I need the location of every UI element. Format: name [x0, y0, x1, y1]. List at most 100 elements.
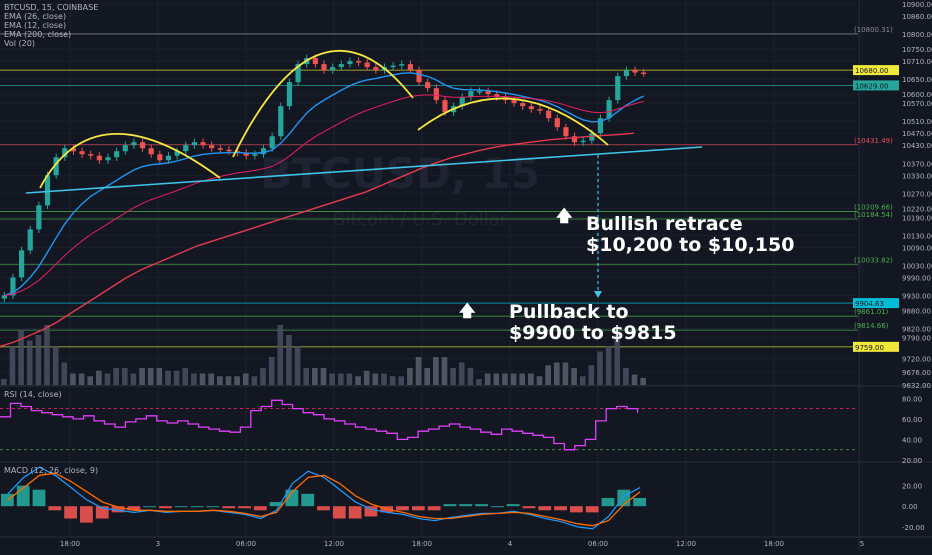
volume-bar	[199, 373, 206, 385]
candle-body	[494, 94, 500, 98]
macd-signal-line	[7, 472, 641, 527]
time-axis-tick: 18:00	[60, 540, 80, 548]
macd-histogram-bar	[490, 506, 504, 508]
macd-histogram-bar	[554, 506, 567, 511]
candle-body	[183, 145, 189, 152]
macd-histogram-bar	[348, 506, 362, 519]
price-level-badge	[853, 65, 899, 76]
price-level-label: 9759.00	[855, 344, 884, 352]
macd-histogram-bar	[48, 506, 62, 511]
volume-bar	[571, 368, 577, 385]
macd-histogram-bar	[427, 506, 441, 511]
volume-bar	[173, 370, 180, 385]
volume-bar	[476, 379, 482, 385]
time-axis-tick: 18:00	[412, 540, 432, 548]
macd-histogram-bar	[475, 504, 488, 507]
macd-histogram-bar	[538, 506, 552, 511]
volume-bar	[234, 376, 240, 385]
macd-histogram-bar	[32, 489, 46, 507]
candle-body	[70, 148, 77, 152]
candle-body	[114, 151, 120, 158]
price-level-label: 10680.00	[855, 67, 888, 75]
volume-bar	[381, 373, 387, 385]
price-axis-tick: 10710.00	[902, 58, 932, 66]
price-level-label: (10184.54)	[854, 211, 893, 219]
price-axis-tick: 10030.00	[902, 262, 932, 270]
macd-histogram-bar	[585, 506, 599, 513]
time-axis-tick: 5	[860, 540, 864, 548]
price-axis-tick: 9990.00	[902, 274, 931, 282]
volume-bar	[605, 346, 612, 385]
volume-bar	[191, 373, 197, 385]
candle-body	[278, 106, 284, 137]
volume-bar	[623, 368, 629, 385]
volume-bar	[614, 335, 621, 385]
candle-body	[157, 154, 163, 161]
macd-histogram-bar	[317, 506, 330, 511]
volume-bar	[545, 365, 551, 385]
macd-histogram-bar	[1, 493, 14, 507]
volume-bar	[458, 362, 465, 385]
price-axis-tick: 9632.00	[902, 382, 931, 390]
volume-bar	[579, 376, 586, 385]
candle-body	[641, 72, 647, 75]
candle-body	[27, 229, 33, 251]
candle-body	[554, 118, 560, 128]
arc-drawing	[417, 97, 609, 146]
candle-body	[520, 103, 526, 107]
legend-ema-12: EMA (12, close)	[4, 21, 67, 30]
candle-body	[260, 148, 267, 155]
candle-body	[131, 142, 137, 146]
candle-body	[589, 133, 595, 141]
price-level-label: (9814.66)	[854, 322, 889, 330]
volume-bar	[631, 374, 638, 385]
volume-bar	[303, 368, 310, 385]
time-axis-tick: 12:00	[676, 540, 696, 548]
annotation-pullback-line1: Pullback to	[509, 301, 629, 323]
macd-histogram-bar	[238, 506, 251, 509]
macd-histogram-bar	[95, 506, 109, 519]
candle-body	[364, 62, 370, 68]
price-axis-tick: 9676.00	[902, 369, 931, 377]
candle-body	[355, 61, 362, 63]
candle-body	[580, 140, 586, 143]
volume-bar	[260, 368, 266, 385]
candle-body	[122, 145, 128, 152]
price-level-label: (9861.01)	[854, 308, 889, 316]
macd-histogram-bar	[506, 504, 520, 507]
macd-histogram-bar	[301, 493, 315, 507]
candle-body	[546, 110, 552, 119]
legend-rsi: RSI (14, close)	[4, 390, 62, 399]
chart-title: BTCUSD, 15, COINBASE	[4, 3, 99, 12]
price-axis-tick: 10330.00	[902, 172, 932, 180]
candle-body	[44, 175, 51, 206]
candle-body	[528, 106, 534, 110]
candle-body	[606, 100, 612, 119]
ema-26-line	[4, 94, 644, 296]
volume-bar	[35, 335, 42, 385]
macd-axis-tick: -20.00	[902, 524, 925, 532]
macd-histogram-bar	[285, 489, 299, 507]
price-axis-tick: 10270.00	[902, 190, 932, 198]
annotation-bullish-retrace: Bullish retrace $10,200 to $10,150	[586, 214, 794, 256]
price-level-label: (10431.49)	[854, 137, 893, 145]
candle-body	[36, 205, 42, 230]
annotation-bullish-retrace-line1: Bullish retrace	[586, 213, 743, 235]
macd-histogram-bar	[633, 497, 646, 507]
macd-histogram-bar	[127, 506, 141, 511]
volume-bar	[519, 373, 526, 385]
price-level-label: 10629.00	[855, 82, 888, 90]
watermark-description: Bitcoin / U.S. Dollar	[333, 209, 508, 230]
volume-bar	[1, 379, 7, 385]
price-axis-tick: 10190.00	[902, 214, 932, 222]
volume-bar	[553, 362, 560, 385]
volume-bar	[415, 357, 422, 385]
volume-bar	[536, 376, 543, 385]
candle-body	[442, 100, 448, 113]
volume-bar	[528, 373, 534, 385]
candle-body	[511, 100, 517, 104]
candle-body	[312, 58, 318, 65]
macd-histogram-bar	[443, 504, 457, 507]
volume-bar	[640, 377, 646, 385]
